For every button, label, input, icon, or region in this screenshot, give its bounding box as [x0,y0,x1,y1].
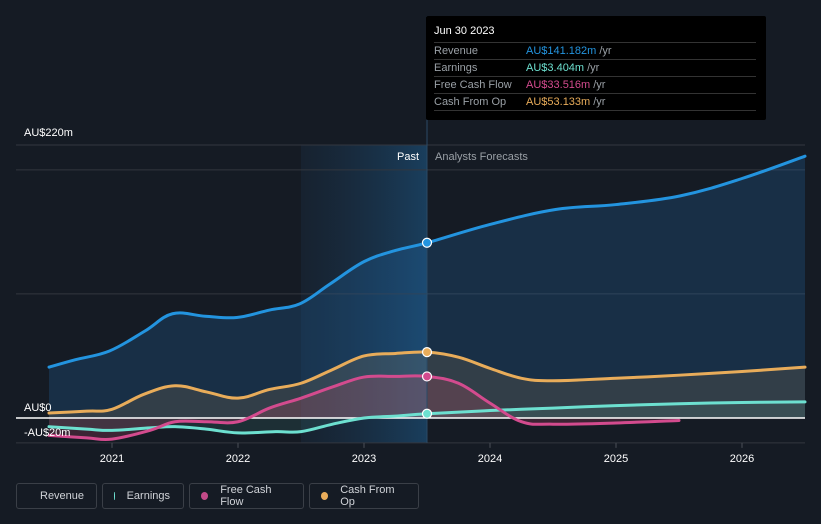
tooltip-value: AU$141.182m/yr [526,45,612,57]
tooltip-row-earnings: Earnings AU$3.404m/yr [434,59,756,77]
revenue-marker [421,237,433,248]
tooltip-value-text: AU$33.516m [526,79,591,91]
tooltip: Jun 30 2023 Revenue AU$141.182m/yr Earni… [426,16,766,120]
x-tick-label: 2022 [226,453,250,465]
past-label: Past [397,151,419,163]
x-tick-label: 2024 [478,453,502,465]
tooltip-row-cash-from-op: Cash From Op AU$53.133m/yr [434,93,756,111]
tooltip-value: AU$53.133m/yr [526,96,605,108]
legend-label: Revenue [40,490,85,502]
tooltip-unit: /yr [593,96,606,108]
tooltip-label: Earnings [434,62,478,74]
free-cash-flow-dot-icon [201,492,209,500]
tooltip-value: AU$33.516m/yr [526,79,605,91]
tooltip-unit: /yr [593,79,606,91]
legend: Revenue Earnings Free Cash Flow Cash Fro… [16,483,419,509]
tooltip-value-text: AU$141.182m [526,45,597,57]
earnings-dot-icon [114,492,115,500]
x-axis-labels: 2021 2022 2023 2024 2025 2026 [100,442,754,465]
y-tick-label: AU$0 [24,402,52,414]
tooltip-value-text: AU$3.404m [526,62,585,74]
tooltip-unit: /yr [599,45,612,57]
earnings-line [47,400,807,435]
legend-item-earnings[interactable]: Earnings [102,483,184,509]
x-tick-label: 2021 [100,453,124,465]
tooltip-row-free-cash-flow: Free Cash Flow AU$33.516m/yr [434,76,756,94]
legend-label: Free Cash Flow [220,484,272,508]
forecast-label: Analysts Forecasts [435,151,528,163]
series-lines [47,154,807,442]
tooltip-label: Free Cash Flow [434,79,512,91]
legend-item-free-cash-flow[interactable]: Free Cash Flow [189,483,304,509]
free-cash-flow-line [47,374,681,442]
legend-label: Cash From Op [340,484,395,508]
tooltip-label: Revenue [434,45,479,57]
y-axis-labels: AU$220m AU$0 -AU$20m [24,127,73,439]
free-cash-flow-area [49,375,679,440]
tooltip-unit: /yr [587,62,600,74]
revenue-line [47,154,807,369]
tooltip-date: Jun 30 2023 [434,25,495,37]
earnings-marker [421,408,433,419]
tooltip-label: Cash From Op [434,96,507,108]
x-tick-label: 2023 [352,453,376,465]
cash-from-op-dot-icon [321,492,329,500]
x-tick-label: 2026 [730,453,754,465]
series-markers [421,237,433,419]
y-tick-label: AU$220m [24,127,73,139]
tooltip-value-text: AU$53.133m [526,96,591,108]
x-tick-label: 2025 [604,453,628,465]
tooltip-row-revenue: Revenue AU$141.182m/yr [434,42,756,60]
legend-item-cash-from-op[interactable]: Cash From Op [309,483,419,509]
y-tick-label: -AU$20m [24,427,70,439]
free-cash-flow-marker [421,371,433,382]
gridlines [16,144,805,444]
cash-from-op-line [47,350,807,415]
legend-item-revenue[interactable]: Revenue [16,483,97,509]
cash-from-op-marker [421,347,433,358]
legend-label: Earnings [126,490,170,502]
tooltip-divider [434,110,756,111]
tooltip-value: AU$3.404m/yr [526,62,599,74]
